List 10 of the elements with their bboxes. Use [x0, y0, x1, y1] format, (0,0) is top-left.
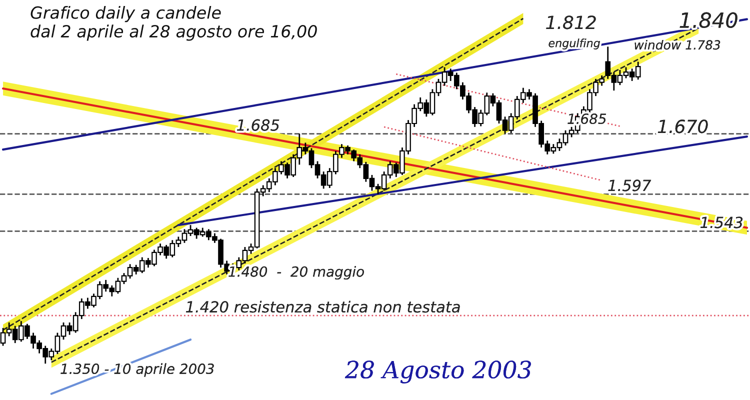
ref-line-label: 1.420 resistenza statica non testata: [186, 300, 460, 313]
annotation: 1.840: [680, 12, 738, 28]
text: Grafico daily a candele dal 2 aprile al 28 agosto ore 16,00: [30, 6, 317, 41]
annotation: 28 Agosto 2003: [344, 360, 531, 384]
annotation: 1.350 - 10 aprile 2003: [60, 363, 214, 377]
annotation: engulfing: [548, 38, 600, 50]
annotation: 1.670: [658, 120, 708, 134]
ref-line-label: 1.685: [236, 119, 280, 131]
annotation: 1.812: [546, 16, 596, 30]
ref-line-label: 1.597: [608, 180, 652, 192]
